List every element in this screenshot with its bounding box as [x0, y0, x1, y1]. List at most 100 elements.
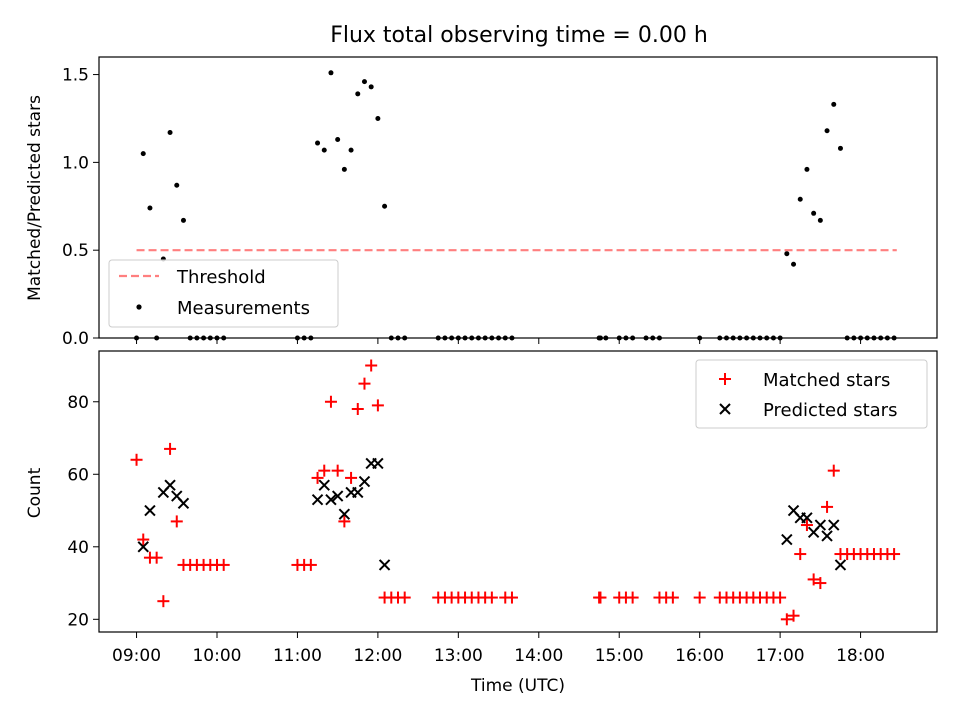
count-legend-box — [695, 359, 928, 429]
measurement-point — [496, 335, 502, 341]
count-y-tick-label: 20 — [67, 610, 89, 630]
measurement-point — [837, 145, 843, 151]
ratio-panel: 0.0 0.5 1.0 1.5 Matched/Predicted stars Thr… — [25, 56, 938, 349]
measurement-point — [355, 91, 361, 97]
predicted-star-point — [331, 490, 344, 502]
measurement-point — [174, 182, 180, 188]
measurement-point — [616, 335, 622, 341]
predicted-star-b — [144, 504, 156, 517]
measurement-point — [851, 335, 857, 341]
measurement-point — [449, 335, 455, 341]
predicted-star-b — [787, 504, 800, 517]
measurement-point — [348, 147, 354, 153]
measurement-point — [509, 335, 515, 341]
matched-star-point — [485, 591, 498, 604]
predicted-star-b — [358, 475, 371, 488]
measurement-point — [402, 335, 408, 341]
measurement-point — [294, 335, 300, 341]
predicted-star-point — [177, 497, 190, 509]
matched-star-point — [398, 591, 411, 604]
ratio-y-tick-label: 0.5 — [62, 241, 89, 261]
count-panel: 20 40 60 80 09:00 10:00 11:00 12:00 13:00 14:00 1… — [25, 350, 938, 696]
predicted-star-b — [352, 486, 364, 499]
measurement-point — [435, 335, 441, 341]
measurement-point — [656, 335, 662, 341]
matched-star-point — [358, 377, 371, 390]
predicted-star-b — [814, 519, 827, 531]
measurement-point — [341, 166, 347, 172]
matched-star-point — [807, 573, 820, 586]
count-y-tick-label: 60 — [67, 465, 89, 485]
matched-star-point — [594, 591, 607, 604]
measurement-point — [811, 210, 817, 216]
count-x-tick-label: 11:00 — [273, 646, 322, 666]
measurement-point — [871, 335, 877, 341]
count-x-tick-label: 18:00 — [836, 646, 885, 666]
predicted-star-point — [164, 479, 176, 491]
measurement-point — [757, 335, 763, 341]
measurement-point — [643, 335, 649, 341]
matched-star-point — [626, 591, 639, 604]
matched-star-point — [318, 464, 331, 477]
predicted-star-b — [834, 559, 847, 571]
ratio-legend: Threshold Measurements — [108, 259, 339, 328]
measurement-point — [791, 261, 797, 267]
predicted-star-b — [828, 519, 840, 531]
count-x-tick-label: 12:00 — [353, 646, 402, 666]
ratio-plot-area — [98, 56, 938, 339]
measurement-point — [469, 335, 475, 341]
predicted-star-b — [781, 533, 793, 546]
predicted-star-b — [318, 479, 330, 491]
matched-star-point — [331, 464, 344, 477]
measurement-point — [717, 335, 723, 341]
matched-star-point — [338, 515, 351, 528]
matched-star-point — [800, 519, 813, 532]
legend-predicted-label: Predicted stars — [763, 400, 897, 421]
measurement-point — [650, 335, 656, 341]
measurement-point — [744, 335, 750, 341]
measurement-point — [368, 84, 374, 90]
predicted-star-point — [318, 479, 330, 491]
legend-threshold-label: Threshold — [176, 267, 266, 288]
chart-title: Flux total observing time = 0.00 h — [330, 23, 708, 48]
matched-star-point — [780, 613, 793, 626]
predicted-star-b — [171, 490, 183, 502]
legend-matched-swatch — [719, 373, 731, 385]
measurement-point — [824, 128, 830, 134]
measurement-point — [831, 101, 837, 107]
predicted-star-point — [814, 519, 827, 531]
matched-star-point — [794, 548, 807, 561]
matched-star-point — [345, 471, 358, 484]
matched-star-point — [814, 577, 827, 590]
measurement-point — [442, 335, 448, 341]
matched-star-point — [311, 471, 324, 484]
ratio-legend-box — [108, 259, 339, 328]
measurement-point — [777, 335, 783, 341]
predicted-star-b — [801, 512, 813, 524]
matched-star-point — [130, 453, 143, 466]
count-x-tick-label: 13:00 — [434, 646, 483, 666]
count-x-tick-label: 15:00 — [595, 646, 644, 666]
matched-star-point — [666, 591, 679, 604]
predicted-star-point — [338, 508, 351, 520]
matched-star-point — [137, 533, 150, 546]
measurement-point — [140, 151, 146, 157]
measurement-point — [603, 335, 609, 341]
predicted-star-point — [378, 559, 391, 571]
matched-star-point — [157, 595, 170, 608]
measurement-point — [134, 335, 140, 341]
predicted-star-b — [177, 497, 190, 509]
measurement-point — [884, 335, 890, 341]
measurement-point — [844, 335, 850, 341]
measurement-point — [361, 79, 367, 85]
measurement-point — [797, 196, 803, 202]
count-legend: Matched stars Predicted stars — [695, 359, 928, 429]
legend-predicted-swatch — [719, 403, 731, 415]
predicted-star-point — [325, 493, 337, 506]
count-y-tick-label: 40 — [67, 538, 89, 558]
measurement-point — [194, 335, 200, 341]
predicted-star-point — [311, 493, 324, 506]
measurement-point — [623, 335, 629, 341]
measurement-point — [770, 335, 776, 341]
